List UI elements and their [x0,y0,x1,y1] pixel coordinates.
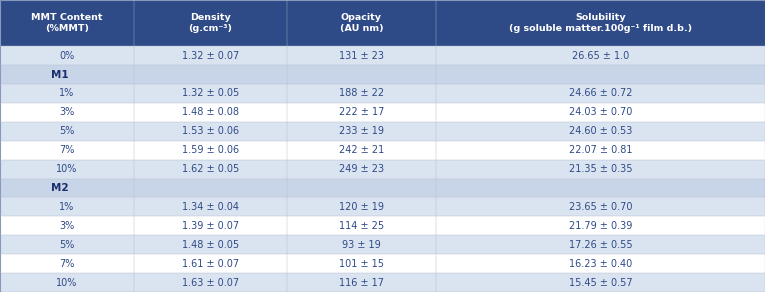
Text: 1.32 ± 0.07: 1.32 ± 0.07 [182,51,239,61]
Bar [0,65,765,84]
Text: 15.45 ± 0.57: 15.45 ± 0.57 [568,277,633,288]
Bar [0,235,765,254]
Text: 7%: 7% [59,259,75,269]
Bar [0,46,765,65]
Bar [0,216,765,235]
Text: 3%: 3% [60,107,74,117]
Text: 1.39 ± 0.07: 1.39 ± 0.07 [182,221,239,231]
Text: 1%: 1% [60,88,74,98]
Text: 10%: 10% [57,277,77,288]
Text: 1.62 ± 0.05: 1.62 ± 0.05 [182,164,239,174]
Text: 21.35 ± 0.35: 21.35 ± 0.35 [568,164,633,174]
Text: 26.65 ± 1.0: 26.65 ± 1.0 [572,51,629,61]
Text: 5%: 5% [59,126,75,136]
Text: 242 ± 21: 242 ± 21 [339,145,384,155]
Text: MMT Content
(%MMT): MMT Content (%MMT) [31,13,103,33]
Text: 188 ± 22: 188 ± 22 [339,88,384,98]
Text: 1.63 ± 0.07: 1.63 ± 0.07 [182,277,239,288]
Text: Solubility
(g soluble matter.100g⁻¹ film d.b.): Solubility (g soluble matter.100g⁻¹ film… [509,13,692,33]
Text: 1.48 ± 0.05: 1.48 ± 0.05 [182,240,239,250]
Text: 22.07 ± 0.81: 22.07 ± 0.81 [568,145,633,155]
Text: M2: M2 [51,183,69,193]
Text: 10%: 10% [57,164,77,174]
Text: 16.23 ± 0.40: 16.23 ± 0.40 [569,259,632,269]
Text: 131 ± 23: 131 ± 23 [339,51,384,61]
Text: 21.79 ± 0.39: 21.79 ± 0.39 [569,221,632,231]
Text: 233 ± 19: 233 ± 19 [339,126,384,136]
Text: 1.59 ± 0.06: 1.59 ± 0.06 [182,145,239,155]
Bar [0,178,765,197]
Bar [0,122,765,141]
Bar [0,141,765,160]
Text: 1%: 1% [60,202,74,212]
Text: 114 ± 25: 114 ± 25 [339,221,384,231]
Text: 93 ± 19: 93 ± 19 [342,240,381,250]
Text: 17.26 ± 0.55: 17.26 ± 0.55 [568,240,633,250]
Text: 1.48 ± 0.08: 1.48 ± 0.08 [182,107,239,117]
Text: 116 ± 17: 116 ± 17 [339,277,384,288]
Text: 101 ± 15: 101 ± 15 [339,259,384,269]
Text: 120 ± 19: 120 ± 19 [339,202,384,212]
Text: 0%: 0% [60,51,74,61]
Bar [0,160,765,178]
Text: 222 ± 17: 222 ± 17 [339,107,384,117]
Text: 23.65 ± 0.70: 23.65 ± 0.70 [568,202,633,212]
Text: 24.60 ± 0.53: 24.60 ± 0.53 [569,126,632,136]
Text: 1.61 ± 0.07: 1.61 ± 0.07 [182,259,239,269]
Text: 249 ± 23: 249 ± 23 [339,164,384,174]
Text: M1: M1 [51,69,69,79]
Bar [0,273,765,292]
Bar [0,103,765,122]
Text: Opacity
(AU nm): Opacity (AU nm) [340,13,383,33]
Text: 24.03 ± 0.70: 24.03 ± 0.70 [569,107,632,117]
Text: Density
(g.cm⁻³): Density (g.cm⁻³) [188,13,233,33]
Text: 5%: 5% [59,240,75,250]
Text: 7%: 7% [59,145,75,155]
Bar [0,84,765,103]
Text: 24.66 ± 0.72: 24.66 ± 0.72 [568,88,633,98]
Text: 3%: 3% [60,221,74,231]
Text: 1.32 ± 0.05: 1.32 ± 0.05 [182,88,239,98]
Text: 1.53 ± 0.06: 1.53 ± 0.06 [182,126,239,136]
Bar [0,254,765,273]
Bar [0,197,765,216]
Text: 1.34 ± 0.04: 1.34 ± 0.04 [182,202,239,212]
Bar [0,0,765,46]
